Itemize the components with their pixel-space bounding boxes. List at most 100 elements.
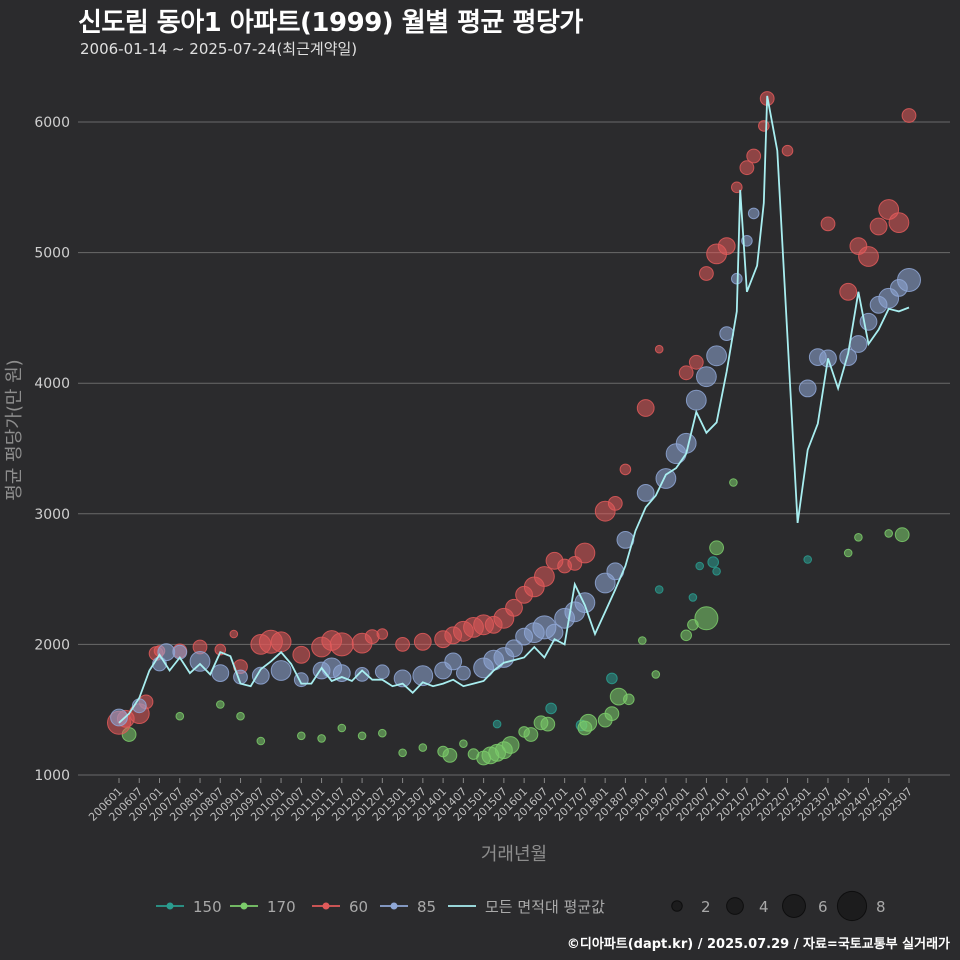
y-tick-label: 3000 [34, 507, 70, 523]
data-point-85 [189, 651, 211, 672]
legend-size-label: 8 [876, 898, 886, 916]
average-line [118, 95, 910, 724]
data-point-60 [229, 629, 239, 639]
data-point-170 [680, 629, 693, 642]
legend-label: 85 [417, 898, 436, 916]
data-point-60 [574, 542, 596, 564]
x-axis-title: 거래년월 [481, 844, 547, 865]
data-point-150 [545, 702, 557, 715]
data-point-170 [651, 670, 661, 679]
data-point-85 [505, 639, 523, 658]
legend-key-dot [390, 902, 398, 910]
data-point-85 [456, 665, 471, 681]
data-point-60 [699, 266, 714, 281]
data-point-60 [888, 212, 910, 234]
data-point-85 [747, 207, 760, 220]
data-point-85 [636, 484, 655, 502]
data-point-85 [412, 665, 434, 687]
y-axis-ticks: 1000 2000 3000 4000 5000 6000 [34, 115, 70, 784]
data-point-60 [781, 144, 794, 157]
data-point-85 [798, 379, 817, 398]
data-point-170 [459, 739, 468, 749]
data-point-170 [256, 736, 266, 746]
data-point-170 [843, 548, 853, 558]
data-point-85 [270, 660, 292, 681]
scatter-points [107, 91, 921, 766]
data-point-85 [444, 652, 463, 671]
data-point-60 [214, 643, 227, 656]
data-point-170 [418, 743, 428, 752]
data-point-85 [706, 345, 727, 367]
data-point-170 [175, 711, 185, 721]
data-point-85 [897, 268, 921, 292]
data-point-170 [337, 723, 347, 733]
data-point-85 [251, 666, 270, 685]
data-point-170 [894, 527, 910, 543]
data-point-170 [378, 728, 387, 738]
legend-size-circle [671, 900, 683, 912]
data-point-60 [839, 282, 858, 301]
data-point-150 [803, 555, 813, 564]
data-point-60 [678, 365, 694, 381]
data-point-85 [655, 468, 677, 489]
data-point-170 [357, 731, 367, 741]
data-point-170 [729, 478, 738, 487]
data-point-170 [216, 700, 225, 709]
data-point-60 [869, 217, 888, 236]
data-point-85 [849, 335, 868, 353]
data-point-60 [820, 216, 836, 232]
legend-size-label: 4 [759, 898, 769, 916]
data-point-60 [505, 598, 523, 617]
data-point-170 [884, 529, 894, 538]
legend-label: 170 [267, 898, 296, 916]
chart-subtitle: 2006-01-14 ~ 2025-07-24(최근계약일) [80, 40, 358, 58]
data-point-60 [636, 399, 655, 417]
y-axis-title: 평균 평당가(만 원) [4, 359, 25, 500]
legend-size-circle [726, 897, 744, 915]
legend-label: 150 [193, 898, 222, 916]
data-point-85 [157, 643, 176, 662]
legend-key-dot [322, 902, 330, 910]
data-point-60 [292, 645, 311, 664]
data-point-170 [579, 713, 598, 732]
data-point-170 [236, 711, 245, 721]
average-series-line [118, 95, 910, 724]
y-tick-label: 2000 [34, 637, 70, 653]
data-point-60 [395, 637, 411, 652]
data-point-170 [604, 706, 620, 721]
data-point-60 [739, 160, 755, 176]
data-point-170 [398, 748, 407, 758]
data-point-85 [685, 389, 707, 411]
data-point-60 [329, 632, 354, 657]
data-point-85 [393, 669, 412, 688]
data-point-60 [413, 632, 432, 651]
data-point-85 [110, 708, 128, 727]
data-point-60 [758, 120, 770, 132]
data-point-170 [501, 736, 520, 754]
data-point-170 [854, 533, 863, 542]
data-point-85 [696, 366, 717, 388]
data-point-85 [374, 664, 390, 680]
data-point-170 [694, 606, 719, 631]
legend-key-dot [240, 902, 248, 910]
data-point-60 [746, 148, 762, 164]
chart-title: 신도림 동아1 아파트(1999) 월별 평균 평당가 [78, 8, 583, 38]
data-point-60 [858, 246, 879, 267]
legend-key-dot [166, 902, 174, 910]
data-point-150 [712, 567, 721, 576]
data-point-150 [688, 593, 698, 602]
data-point-60 [717, 237, 736, 256]
data-point-85 [354, 667, 370, 682]
data-point-60 [688, 354, 704, 370]
data-point-170 [709, 540, 724, 556]
data-point-60 [607, 496, 623, 511]
data-point-60 [654, 344, 664, 354]
y-tick-label: 1000 [34, 768, 70, 784]
data-point-150 [606, 672, 618, 685]
data-point-150 [695, 561, 705, 571]
data-point-150 [707, 556, 720, 568]
data-point-60 [270, 631, 292, 653]
y-tick-label: 6000 [34, 115, 70, 131]
data-point-150 [492, 719, 502, 729]
